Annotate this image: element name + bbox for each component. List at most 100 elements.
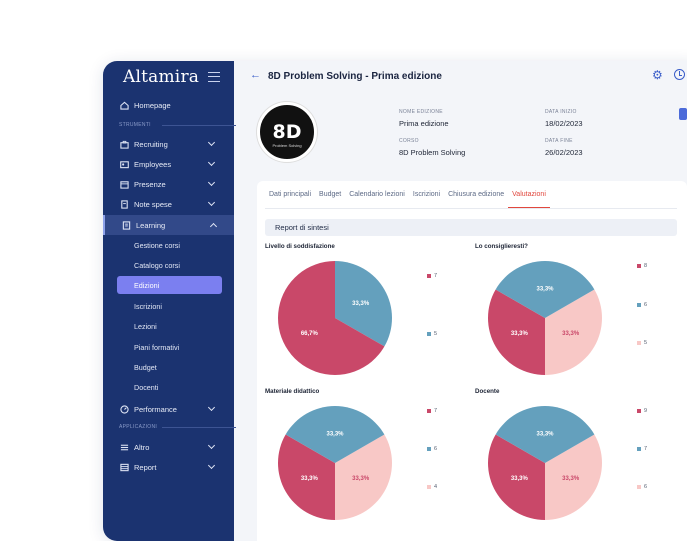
sidebar-item-learning[interactable]: Learning bbox=[103, 215, 234, 235]
tab-budget[interactable]: Budget bbox=[319, 191, 342, 198]
sidebar-item-note-spese[interactable]: Note spese bbox=[103, 194, 234, 214]
sidebar-item-label: Note spese bbox=[134, 199, 172, 209]
sidebar: Altamira Homepage STRUMENTI Recruiting E… bbox=[103, 61, 237, 541]
pie-slice-7[interactable] bbox=[278, 261, 385, 375]
top-bar: ← 8D Problem Solving - Prima edizione ⚙ bbox=[234, 61, 687, 92]
legend-item[interactable]: 6 bbox=[637, 302, 647, 308]
sidebar-sub-piani-formativi[interactable]: Piani formativi bbox=[134, 342, 180, 352]
legend-swatch bbox=[427, 332, 431, 336]
course-image: 8D Problem Solving bbox=[257, 102, 317, 162]
tab-chiusura-edizione[interactable]: Chiusura edizione bbox=[448, 191, 505, 198]
chevron-down-icon bbox=[207, 138, 216, 147]
tab-bar: Dati principali Budget Calendario lezion… bbox=[265, 181, 550, 209]
tab-iscrizioni[interactable]: Iscrizioni bbox=[412, 191, 441, 198]
pie-slice-5[interactable] bbox=[545, 289, 602, 376]
legend-label: 4 bbox=[434, 484, 438, 490]
back-arrow-icon[interactable]: ← bbox=[250, 69, 261, 81]
tab-valutazioni[interactable]: Valutazioni bbox=[508, 181, 550, 208]
sidebar-sub-docenti[interactable]: Docenti bbox=[134, 382, 159, 392]
legend-item[interactable]: 7 bbox=[637, 446, 647, 452]
legend-label: 6 bbox=[644, 484, 648, 490]
legend-item[interactable]: 9 bbox=[637, 408, 647, 414]
pie-slice-label: 33,3% bbox=[352, 476, 370, 482]
legend-swatch bbox=[427, 409, 431, 413]
pie-slice-6[interactable] bbox=[285, 406, 385, 463]
pie-slice-6[interactable] bbox=[545, 434, 602, 521]
id-card-icon bbox=[119, 159, 129, 169]
legend-label: 6 bbox=[644, 302, 648, 308]
legend-swatch bbox=[427, 447, 431, 451]
pie-slice-8[interactable] bbox=[488, 289, 545, 376]
sidebar-item-label: Recruiting bbox=[134, 139, 168, 149]
sidebar-item-recruiting[interactable]: Recruiting bbox=[103, 134, 234, 154]
sidebar-item-employees[interactable]: Employees bbox=[103, 154, 234, 174]
pie-slice-label: 66,7% bbox=[301, 331, 319, 337]
pie-chart-materiale: 33,3% 33,3% 33,3% bbox=[278, 406, 392, 521]
chart-title-materiale: Materiale didattico bbox=[265, 388, 320, 395]
menu-icon[interactable] bbox=[208, 72, 220, 82]
pie-slice-5[interactable] bbox=[335, 261, 392, 347]
pie-slice-4[interactable] bbox=[335, 434, 392, 521]
legend-item[interactable]: 6 bbox=[637, 484, 647, 490]
legend-swatch bbox=[637, 341, 641, 345]
legend-swatch bbox=[427, 274, 431, 278]
calendar-icon bbox=[119, 179, 129, 189]
sidebar-item-report[interactable]: Report bbox=[103, 457, 234, 477]
pie-slice-label: 33,3% bbox=[536, 431, 554, 437]
tab-calendario-lezioni[interactable]: Calendario lezioni bbox=[349, 191, 405, 198]
sidebar-item-presenze[interactable]: Presenze bbox=[103, 174, 234, 194]
chevron-down-icon bbox=[207, 403, 216, 412]
sidebar-item-label: Homepage bbox=[134, 100, 171, 110]
sidebar-sub-edizioni[interactable]: Edizioni bbox=[117, 276, 222, 294]
legend-item[interactable]: 7 bbox=[427, 273, 437, 279]
legend-item[interactable]: 8 bbox=[637, 263, 647, 269]
tab-dati-principali[interactable]: Dati principali bbox=[269, 191, 312, 198]
table-icon bbox=[119, 462, 129, 472]
legend-item[interactable]: 7 bbox=[427, 408, 437, 414]
legend-item[interactable]: 5 bbox=[427, 331, 437, 337]
pie-chart-docente: 33,3% 33,3% 33,3% bbox=[488, 406, 602, 521]
sidebar-item-label: Altro bbox=[134, 442, 150, 452]
legend-item[interactable]: 6 bbox=[427, 446, 437, 452]
legend-label: 7 bbox=[644, 446, 648, 452]
tabs-divider bbox=[265, 208, 677, 209]
legend-label: 6 bbox=[434, 446, 438, 452]
sidebar-sub-lezioni[interactable]: Lezioni bbox=[134, 321, 157, 331]
sidebar-item-altro[interactable]: Altro bbox=[103, 437, 234, 457]
sidebar-sub-iscrizioni[interactable]: Iscrizioni bbox=[134, 301, 162, 311]
sidebar-item-performance[interactable]: Performance bbox=[103, 399, 234, 419]
chart-title-docente: Docente bbox=[475, 388, 500, 395]
start-date-label: DATA INIZIO bbox=[545, 109, 577, 115]
sidebar-item-label: Presenze bbox=[134, 179, 166, 189]
clock-icon[interactable] bbox=[674, 69, 685, 80]
chevron-down-icon bbox=[207, 158, 216, 167]
legend-label: 7 bbox=[434, 408, 438, 414]
pie-slice-label: 33,3% bbox=[301, 476, 319, 482]
pie-slice-label: 33,3% bbox=[511, 331, 529, 337]
gear-icon[interactable]: ⚙ bbox=[652, 68, 663, 82]
app-logo: Altamira bbox=[123, 67, 200, 87]
course-value: 8D Problem Solving bbox=[399, 148, 466, 157]
side-panel-tab[interactable] bbox=[679, 108, 687, 120]
sidebar-item-homepage[interactable]: Homepage bbox=[103, 95, 234, 115]
legend-label: 9 bbox=[644, 408, 648, 414]
chevron-down-icon bbox=[207, 178, 216, 187]
pie-chart-consiglieresti: 33,3% 33,3% 33,3% bbox=[488, 261, 602, 376]
edition-label: NOME EDIZIONE bbox=[399, 109, 443, 115]
legend-swatch bbox=[427, 485, 431, 489]
legend-item[interactable]: 5 bbox=[637, 340, 647, 346]
pie-slice-7[interactable] bbox=[495, 406, 595, 463]
pie-slice-6[interactable] bbox=[495, 261, 595, 318]
sidebar-sub-catalogo-corsi[interactable]: Catalogo corsi bbox=[134, 260, 180, 270]
legend-swatch bbox=[637, 447, 641, 451]
briefcase-icon bbox=[119, 139, 129, 149]
sidebar-sub-budget[interactable]: Budget bbox=[134, 362, 157, 372]
course-label: CORSO bbox=[399, 138, 419, 144]
pie-slice-7[interactable] bbox=[278, 434, 335, 521]
pie-slice-label: 33,3% bbox=[536, 286, 554, 292]
course-image-title: 8D bbox=[272, 121, 302, 143]
sidebar-sub-gestione-corsi[interactable]: Gestione corsi bbox=[134, 240, 180, 250]
sidebar-item-label: Performance bbox=[134, 404, 177, 414]
pie-slice-9[interactable] bbox=[488, 434, 545, 521]
legend-item[interactable]: 4 bbox=[427, 484, 437, 490]
